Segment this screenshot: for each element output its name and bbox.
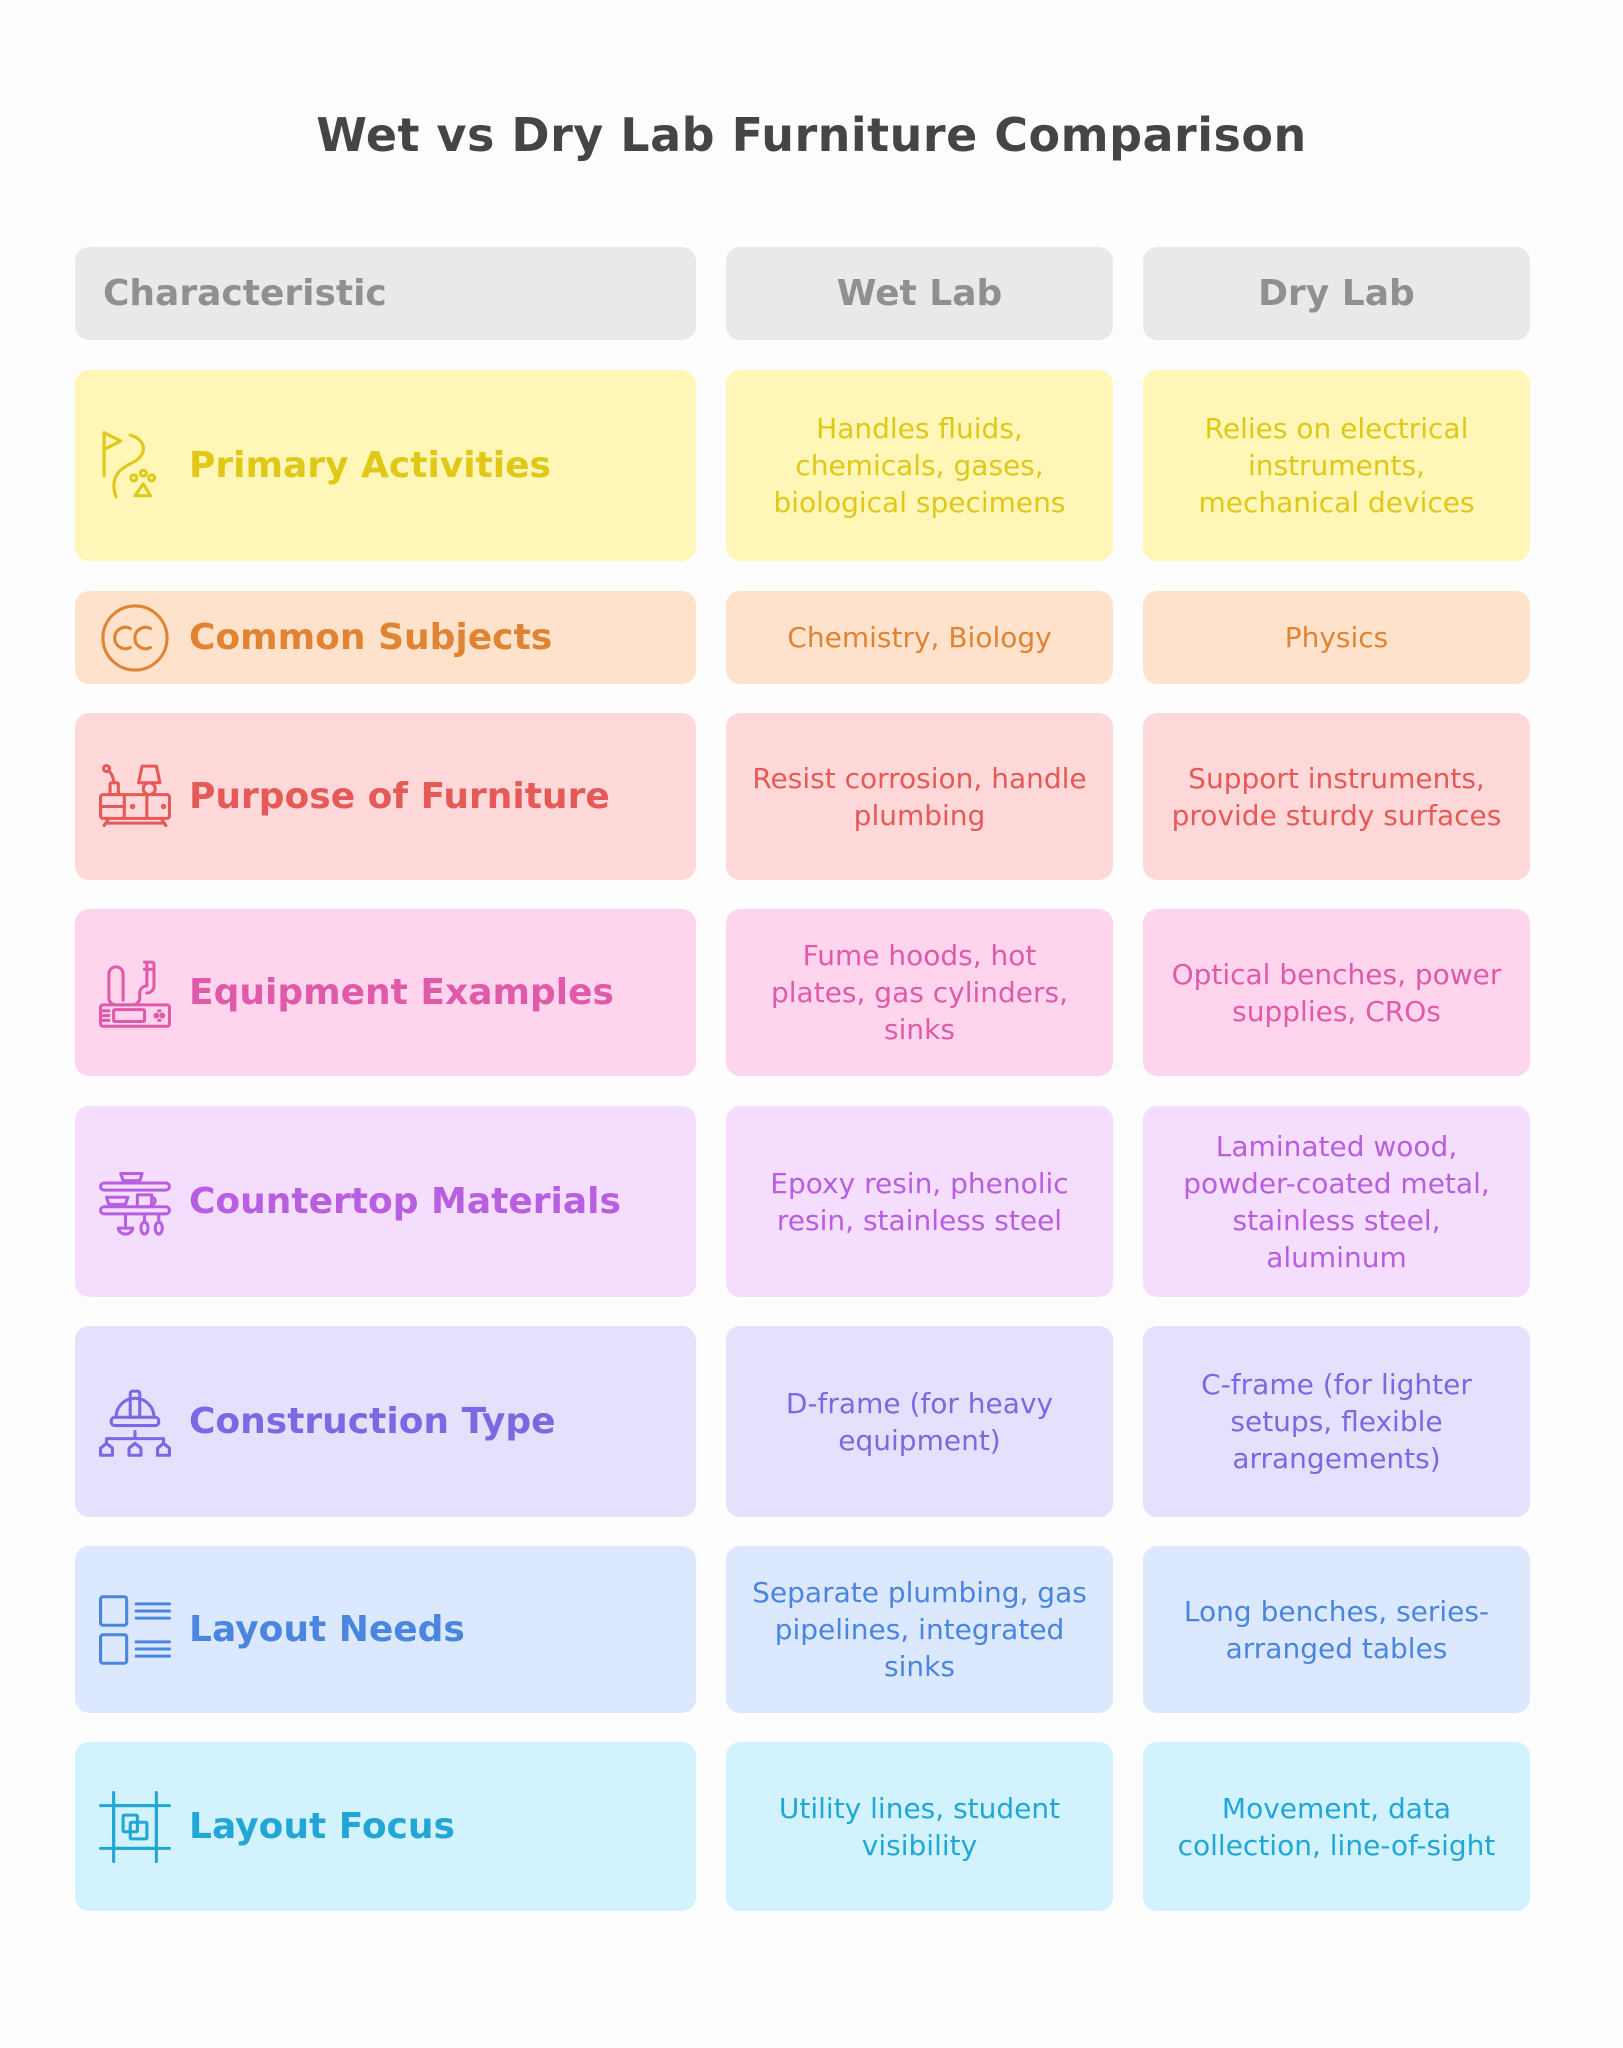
header-characteristic-label: Characteristic [103,273,387,314]
header-wet-lab: Wet Lab [726,247,1113,340]
characteristic-label: Equipment Examples [189,972,614,1013]
header-wet-lab-label: Wet Lab [836,273,1003,314]
row-primary-activities-wet-lab: Handles fluids, chemicals, gases, biolog… [726,370,1113,561]
row-layout-needs-dry-lab: Long benches, series-arranged tables [1143,1546,1530,1713]
row-construction-type-characteristic: Construction Type [75,1326,696,1517]
wet-lab-value: Epoxy resin, phenolic resin, stainless s… [770,1166,1069,1237]
wet-lab-value: Handles fluids, chemicals, gases, biolog… [773,412,1066,519]
creative-commons-icon [97,600,173,676]
characteristic-label: Layout Focus [189,1806,455,1847]
row-layout-focus-characteristic: Layout Focus [75,1742,696,1911]
row-layout-needs-characteristic: Layout Needs [75,1546,696,1713]
row-equipment-examples-dry-lab: Optical benches, power supplies, CROs [1143,909,1530,1076]
page-title: Wet vs Dry Lab Furniture Comparison [316,108,1307,162]
row-primary-activities-characteristic: Primary Activities [75,370,696,561]
wet-lab-value: Utility lines, student visibility [778,1791,1061,1862]
row-construction-type-wet-lab: D-frame (for heavy equipment) [726,1326,1113,1517]
row-common-subjects-characteristic: Common Subjects [75,591,696,684]
row-primary-activities-dry-lab: Relies on electrical instruments, mechan… [1143,370,1530,561]
dry-lab-value: Movement, data collection, line-of-sight [1177,1791,1496,1862]
dry-lab-value: Long benches, series-arranged tables [1183,1594,1490,1665]
lab-equipment-device-icon [97,955,173,1031]
characteristic-label: Purpose of Furniture [189,776,610,817]
row-common-subjects-dry-lab: Physics [1143,591,1530,684]
wet-lab-value: Separate plumbing, gas pipelines, integr… [752,1576,1087,1683]
frame-focus-icon [97,1789,173,1865]
flag-path-paw-icon [97,428,173,504]
furniture-cabinet-lamp-icon [97,759,173,835]
characteristic-label: Layout Needs [189,1609,465,1650]
row-equipment-examples-wet-lab: Fume hoods, hot plates, gas cylinders, s… [726,909,1113,1076]
shelves-utensils-icon [97,1164,173,1240]
header-dry-lab: Dry Lab [1143,247,1530,340]
row-layout-focus-wet-lab: Utility lines, student visibility [726,1742,1113,1911]
row-purpose-of-furniture-wet-lab: Resist corrosion, handle plumbing [726,713,1113,880]
dry-lab-value: Optical benches, power supplies, CROs [1171,957,1502,1028]
characteristic-label: Construction Type [189,1401,556,1442]
characteristic-label: Common Subjects [189,617,553,658]
row-layout-needs-wet-lab: Separate plumbing, gas pipelines, integr… [726,1546,1113,1713]
wet-lab-value: Resist corrosion, handle plumbing [752,761,1087,832]
wet-lab-value: D-frame (for heavy equipment) [785,1386,1054,1457]
header-characteristic: Characteristic [75,247,696,340]
row-countertop-materials-dry-lab: Laminated wood, powder-coated metal, sta… [1143,1106,1530,1297]
row-countertop-materials-characteristic: Countertop Materials [75,1106,696,1297]
characteristic-label: Countertop Materials [189,1181,621,1222]
dry-lab-value: C-frame (for lighter setups, flexible ar… [1201,1368,1472,1475]
characteristic-label: Primary Activities [189,445,551,486]
hard-hat-hierarchy-icon [97,1384,173,1460]
dry-lab-value: Support instruments, provide sturdy surf… [1171,761,1502,832]
row-construction-type-dry-lab: C-frame (for lighter setups, flexible ar… [1143,1326,1530,1517]
dry-lab-value: Physics [1284,621,1389,654]
row-purpose-of-furniture-characteristic: Purpose of Furniture [75,713,696,880]
list-layout-icon [97,1592,173,1668]
dry-lab-value: Laminated wood, powder-coated metal, sta… [1183,1129,1490,1274]
row-common-subjects-wet-lab: Chemistry, Biology [726,591,1113,684]
wet-lab-value: Fume hoods, hot plates, gas cylinders, s… [771,939,1068,1046]
wet-lab-value: Chemistry, Biology [787,621,1052,654]
header-dry-lab-label: Dry Lab [1258,273,1415,314]
row-countertop-materials-wet-lab: Epoxy resin, phenolic resin, stainless s… [726,1106,1113,1297]
row-equipment-examples-characteristic: Equipment Examples [75,909,696,1076]
dry-lab-value: Relies on electrical instruments, mechan… [1198,412,1475,519]
row-layout-focus-dry-lab: Movement, data collection, line-of-sight [1143,1742,1530,1911]
row-purpose-of-furniture-dry-lab: Support instruments, provide sturdy surf… [1143,713,1530,880]
